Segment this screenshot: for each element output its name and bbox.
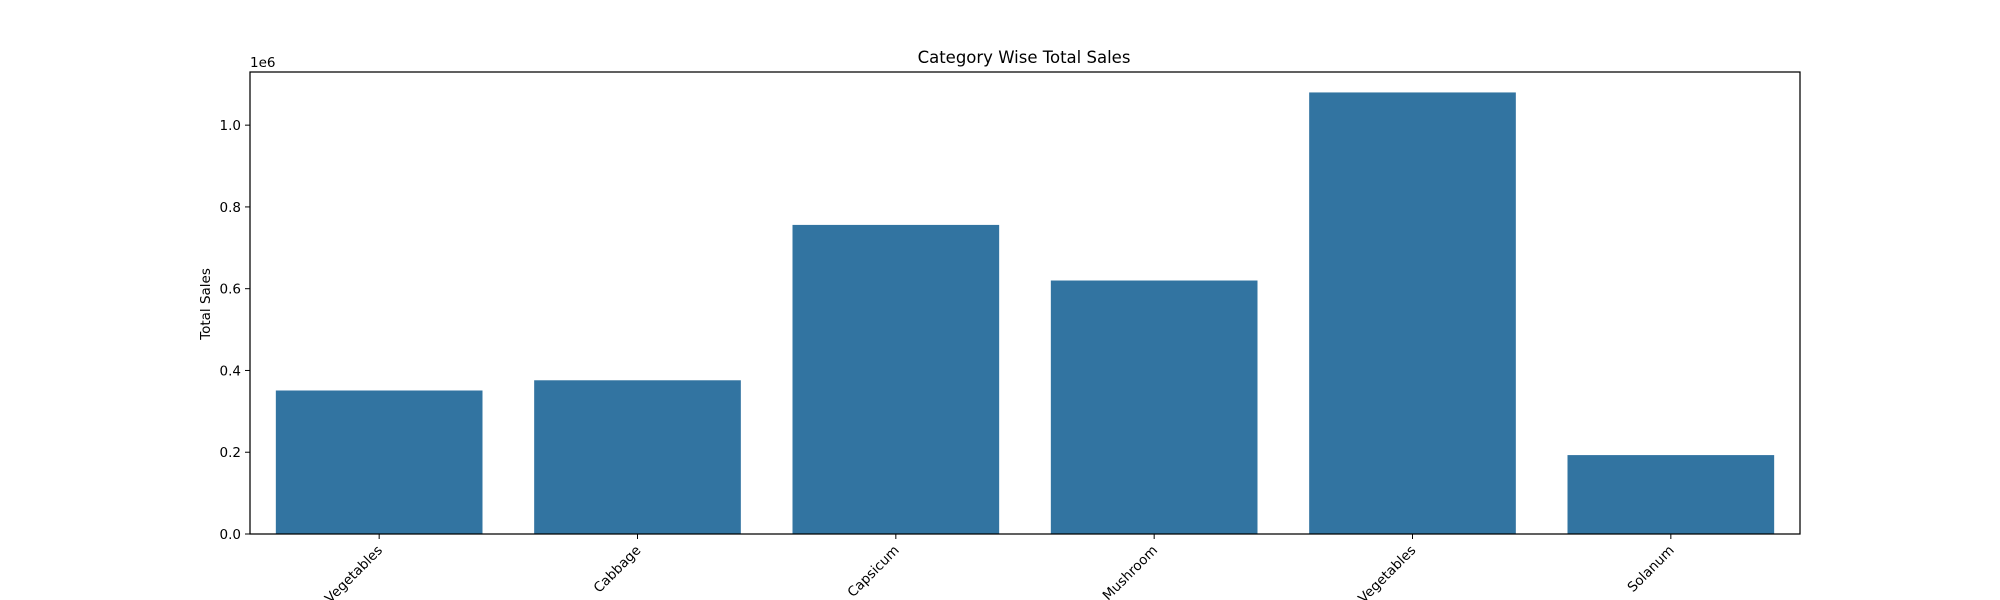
y-tick-label-5: 1.0 <box>220 118 241 134</box>
bar-5 <box>1567 455 1775 534</box>
x-tick-label-4: Vegetables <box>1355 543 1419 600</box>
plot-frame <box>249 71 1801 535</box>
y-axis-ticks: 0.0 0.2 0.4 0.6 0.8 1.0 <box>220 118 250 543</box>
y-axis-label: Total Sales <box>198 268 214 341</box>
chart-title: Category Wise Total Sales <box>918 48 1131 67</box>
x-tick-label-1: Cabbage <box>591 543 645 597</box>
y-tick-label-0: 0.0 <box>220 527 241 543</box>
x-axis-ticks: Vegetables Cabbage Capsicum Mushroom Vegetab… <box>322 534 1678 600</box>
bar-1 <box>534 380 741 534</box>
y-axis-offset-label: 1e6 <box>250 55 275 71</box>
bar-2 <box>792 224 1000 534</box>
x-tick-label-5: Solanum <box>1625 543 1678 596</box>
bar-0 <box>275 390 483 534</box>
x-tick-label-0: Vegetables <box>322 543 386 600</box>
bar-4 <box>1309 92 1516 534</box>
x-tick-label-2: Capsicum <box>845 543 903 600</box>
y-tick-label-4: 0.8 <box>220 200 241 216</box>
y-tick-label-3: 0.6 <box>220 282 241 298</box>
y-tick-label-1: 0.2 <box>220 445 241 461</box>
y-tick-label-2: 0.4 <box>220 363 241 379</box>
bars-group <box>275 92 1775 534</box>
bar-3 <box>1050 280 1258 534</box>
x-tick-label-3: Mushroom <box>1100 543 1161 600</box>
